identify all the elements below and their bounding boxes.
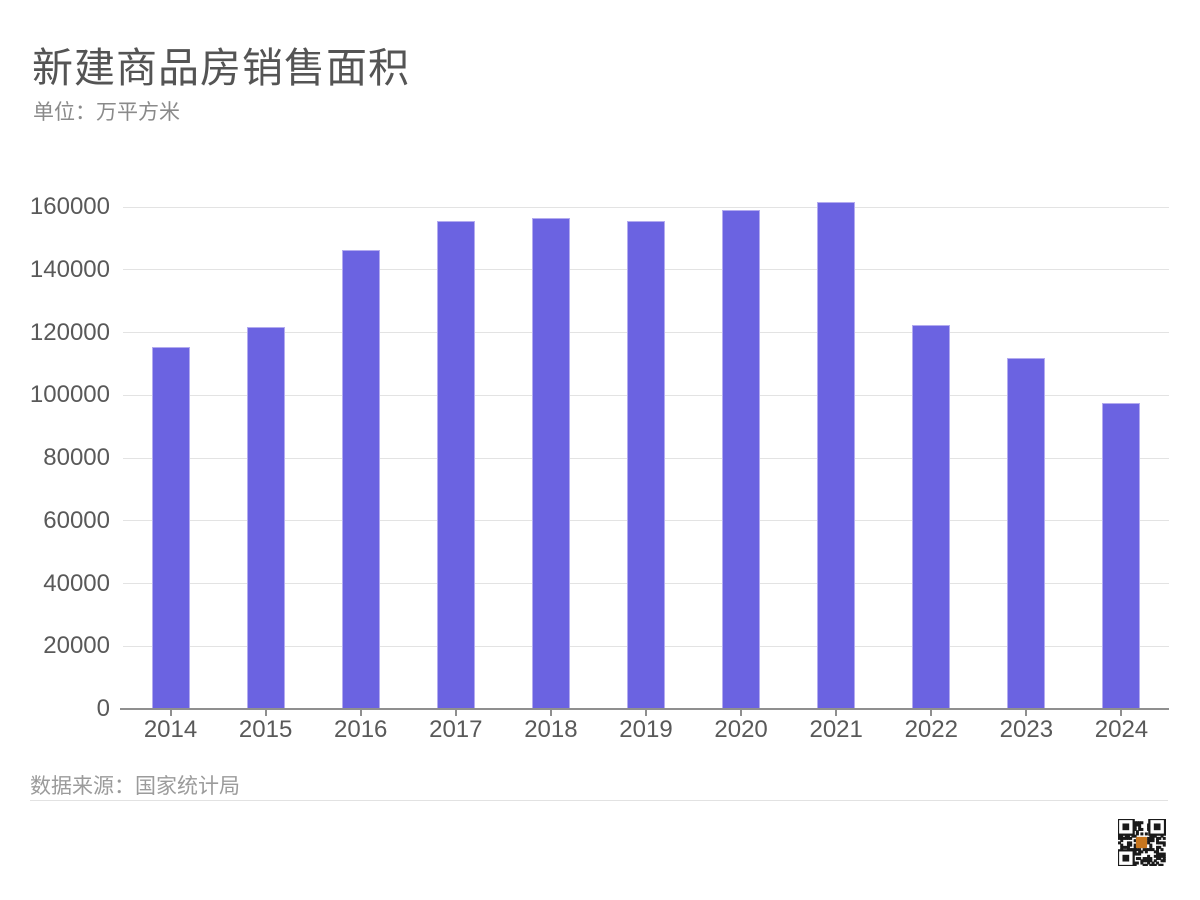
bar-2021[interactable] bbox=[817, 202, 856, 709]
gridline bbox=[123, 206, 1169, 208]
x-axis-label-2018: 2018 bbox=[524, 716, 578, 743]
bar-2022[interactable] bbox=[912, 325, 951, 709]
bar-2019[interactable] bbox=[627, 220, 665, 709]
y-axis-label: 160000 bbox=[29, 193, 110, 220]
x-axis-tick bbox=[835, 710, 838, 716]
bar-2023[interactable] bbox=[1007, 357, 1046, 709]
x-axis-tick bbox=[645, 710, 647, 716]
bar-2020[interactable] bbox=[722, 209, 761, 709]
x-axis-label-2016: 2016 bbox=[334, 716, 388, 743]
x-axis-label-2017: 2017 bbox=[429, 716, 483, 743]
y-axis-label: 0 bbox=[96, 695, 110, 722]
bar-2014[interactable] bbox=[151, 346, 190, 709]
x-axis-label-2022: 2022 bbox=[904, 716, 958, 743]
x-axis-label-2020: 2020 bbox=[714, 716, 768, 743]
chart-title: 新建商品房销售面积 bbox=[32, 45, 410, 91]
x-axis-tick bbox=[740, 710, 743, 716]
x-axis-tick bbox=[930, 710, 933, 716]
y-axis-label: 40000 bbox=[43, 569, 110, 597]
footer-divider bbox=[30, 800, 1168, 801]
bar-2017[interactable] bbox=[436, 220, 475, 709]
bar-2015[interactable] bbox=[246, 327, 285, 709]
y-axis-label: 60000 bbox=[43, 506, 110, 534]
x-axis-tick bbox=[549, 710, 552, 716]
x-axis-label-2023: 2023 bbox=[999, 716, 1054, 743]
x-axis-label-2024: 2024 bbox=[1094, 716, 1149, 743]
y-axis-label: 100000 bbox=[29, 381, 110, 409]
y-axis-label: 140000 bbox=[29, 255, 110, 283]
x-axis-tick bbox=[1025, 710, 1028, 716]
bar-2024[interactable] bbox=[1102, 403, 1141, 709]
x-axis-line bbox=[120, 708, 1169, 710]
x-axis-label-2019: 2019 bbox=[619, 716, 673, 743]
y-axis-label: 20000 bbox=[43, 632, 110, 660]
x-axis-tick bbox=[264, 710, 267, 716]
bar-2018[interactable] bbox=[531, 218, 570, 709]
y-axis-label: 120000 bbox=[29, 318, 110, 346]
qr-code bbox=[1116, 817, 1167, 868]
x-axis-tick bbox=[1120, 710, 1123, 716]
x-axis-tick bbox=[454, 710, 457, 716]
x-axis-tick bbox=[169, 710, 172, 716]
x-axis-tick bbox=[359, 710, 362, 716]
x-axis-label-2015: 2015 bbox=[238, 716, 293, 743]
chart-subtitle: 单位：万平方米 bbox=[33, 101, 180, 124]
x-axis-label-2021: 2021 bbox=[809, 716, 863, 743]
data-source-label: 数据来源：国家统计局 bbox=[30, 775, 240, 798]
x-axis-label-2014: 2014 bbox=[143, 716, 198, 743]
y-axis-label: 80000 bbox=[43, 444, 110, 471]
bar-2016[interactable] bbox=[341, 250, 380, 709]
qr-code-image bbox=[1116, 817, 1167, 868]
